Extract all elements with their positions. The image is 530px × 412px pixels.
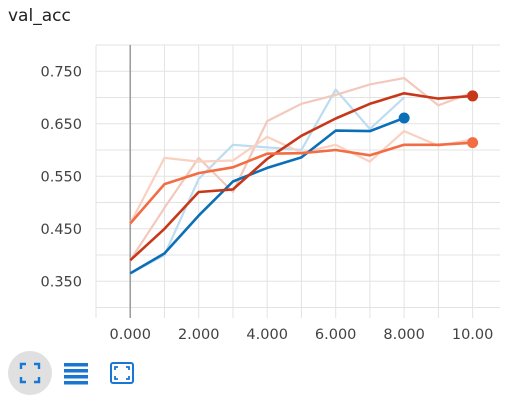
toggle-log-lines-button[interactable] [54, 351, 98, 395]
y-tick-labels: 0.350 0.450 0.550 0.650 0.750 [40, 64, 82, 290]
smoothed-series-line[interactable] [129, 92, 473, 262]
grid-lines [95, 44, 500, 318]
smoothed-series-line[interactable] [129, 116, 405, 275]
x-tick-label: 8.000 [383, 327, 425, 343]
x-tick-label: 6.000 [315, 327, 357, 343]
x-tick-label: 4.000 [246, 327, 288, 343]
series-end-point[interactable] [398, 112, 410, 124]
series-end-point[interactable] [467, 90, 479, 102]
smoothed-series-lines[interactable] [129, 92, 473, 275]
line-chart[interactable]: 0.350 0.450 0.550 0.650 0.750 0.000 2.000 4.00… [0, 0, 530, 345]
x-tick-labels: 0.000 2.000 4.000 6.000 8.000 10.00 [109, 327, 493, 343]
x-tick-label: 2.000 [178, 327, 220, 343]
y-tick-label: 0.650 [40, 117, 82, 133]
y-tick-label: 0.750 [40, 64, 82, 80]
x-tick-label: 10.00 [452, 327, 494, 343]
y-tick-label: 0.550 [40, 169, 82, 185]
fit-domain-button[interactable] [8, 351, 52, 395]
y-tick-label: 0.450 [40, 222, 82, 238]
expand-box-icon [110, 362, 134, 384]
y-tick-label: 0.350 [40, 274, 82, 290]
raw-series-line [129, 77, 473, 261]
chart-toolbar [8, 351, 144, 395]
list-lines-icon [64, 363, 88, 385]
raw-series-line [129, 88, 405, 275]
smoothed-series-line[interactable] [129, 141, 473, 225]
chart-title: val_acc [8, 6, 71, 26]
fit-to-data-icon [19, 362, 41, 384]
x-tick-label: 0.000 [109, 327, 151, 343]
expand-chart-button[interactable] [100, 351, 144, 395]
series-end-point[interactable] [467, 137, 479, 149]
series-end-points[interactable] [398, 90, 479, 149]
